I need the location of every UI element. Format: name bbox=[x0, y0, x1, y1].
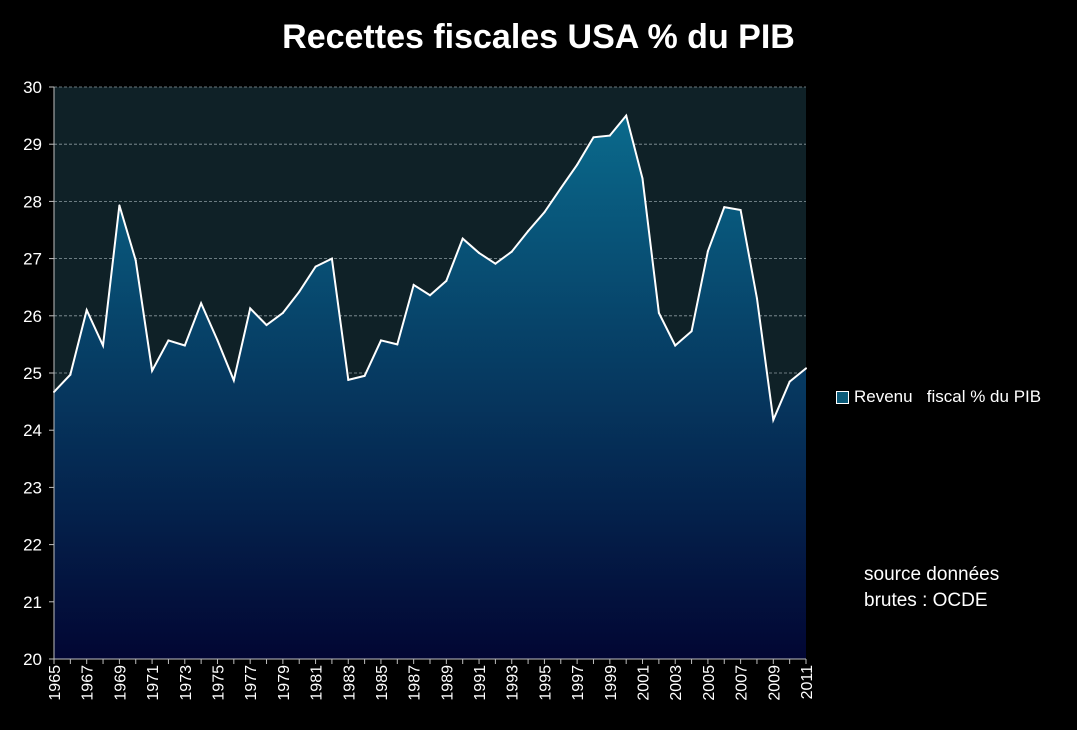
y-tick-label: 28 bbox=[23, 192, 42, 211]
data-point-1983 bbox=[347, 378, 350, 381]
data-point-1969 bbox=[118, 204, 121, 207]
data-point-1997 bbox=[576, 163, 579, 166]
data-point-2006 bbox=[723, 206, 726, 209]
source-note: source données brutes : OCDE bbox=[864, 562, 999, 614]
legend: Revenu fiscal % du PIB bbox=[836, 387, 1041, 407]
x-tick-label: 1975 bbox=[210, 665, 227, 701]
y-tick-label: 30 bbox=[23, 78, 42, 97]
x-axis-ticks: 1965 1967 1969 1971 1973 1975 1977 1979 1981 1983… bbox=[47, 659, 816, 701]
data-point-1980 bbox=[298, 290, 301, 293]
x-tick-label: 1981 bbox=[309, 665, 326, 701]
source-note-line-2: brutes : OCDE bbox=[864, 590, 988, 611]
data-point-2003 bbox=[674, 344, 677, 347]
data-point-1986 bbox=[396, 343, 399, 346]
x-tick-label: 1983 bbox=[341, 665, 358, 701]
data-point-1996 bbox=[559, 187, 562, 190]
data-point-2002 bbox=[657, 311, 660, 314]
data-point-2010 bbox=[788, 380, 791, 383]
legend-swatch bbox=[836, 390, 849, 404]
data-point-2009 bbox=[772, 418, 775, 421]
y-tick-label: 24 bbox=[23, 421, 42, 440]
x-tick-label: 1971 bbox=[145, 665, 162, 701]
data-point-2000 bbox=[625, 114, 628, 117]
y-tick-label: 29 bbox=[23, 135, 42, 154]
x-tick-label: 1967 bbox=[80, 665, 97, 701]
data-point-1993 bbox=[510, 250, 513, 253]
data-point-1978 bbox=[265, 323, 268, 326]
data-point-2007 bbox=[739, 208, 742, 211]
y-tick-label: 27 bbox=[23, 250, 42, 269]
data-point-2011 bbox=[805, 367, 807, 370]
data-point-1972 bbox=[167, 339, 170, 342]
data-point-1987 bbox=[412, 283, 415, 286]
x-tick-label: 2011 bbox=[799, 665, 816, 700]
x-tick-label: 1993 bbox=[505, 665, 522, 701]
data-point-1967 bbox=[85, 309, 88, 312]
y-axis-ticks: 20 21 22 23 24 25 26 27 28 29 30 bbox=[23, 78, 54, 669]
chart-title: Recettes fiscales USA % du PIB bbox=[282, 18, 795, 56]
data-point-1982 bbox=[330, 257, 333, 260]
x-tick-label: 1995 bbox=[537, 665, 554, 701]
x-tick-label: 2001 bbox=[636, 665, 653, 701]
x-tick-label: 1973 bbox=[178, 665, 195, 701]
data-point-1992 bbox=[494, 262, 497, 265]
data-point-1966 bbox=[69, 373, 72, 376]
data-point-1999 bbox=[608, 134, 611, 137]
data-point-1971 bbox=[151, 369, 154, 372]
y-tick-label: 21 bbox=[23, 593, 42, 612]
x-tick-label: 1997 bbox=[570, 665, 587, 701]
data-point-1998 bbox=[592, 136, 595, 139]
x-tick-label: 1985 bbox=[374, 665, 391, 701]
data-point-1988 bbox=[429, 294, 431, 297]
data-point-2004 bbox=[690, 330, 693, 333]
data-point-1965 bbox=[53, 390, 55, 393]
data-point-1981 bbox=[314, 265, 317, 268]
data-point-1995 bbox=[543, 211, 546, 214]
area-series-fill bbox=[54, 115, 806, 660]
data-point-2005 bbox=[706, 250, 709, 253]
data-point-1976 bbox=[232, 379, 235, 382]
x-tick-label: 1989 bbox=[439, 665, 456, 701]
x-tick-label: 2005 bbox=[701, 665, 718, 701]
data-point-1991 bbox=[478, 251, 481, 254]
source-note-line-1: source données bbox=[864, 564, 1000, 585]
x-tick-label: 1979 bbox=[276, 665, 293, 701]
data-point-1973 bbox=[183, 344, 186, 347]
x-tick-label: 2007 bbox=[734, 665, 751, 701]
x-tick-label: 1999 bbox=[603, 665, 620, 701]
x-tick-label: 1991 bbox=[472, 665, 489, 701]
data-point-1985 bbox=[379, 339, 382, 342]
data-point-1979 bbox=[281, 311, 284, 314]
data-point-1968 bbox=[102, 344, 105, 347]
data-point-1994 bbox=[527, 230, 530, 233]
x-tick-label: 1965 bbox=[47, 665, 64, 701]
data-point-1990 bbox=[461, 237, 464, 240]
x-tick-label: 2009 bbox=[766, 665, 783, 701]
data-point-2001 bbox=[641, 177, 644, 180]
data-point-1977 bbox=[249, 307, 252, 310]
y-tick-label: 23 bbox=[23, 478, 42, 497]
data-point-1989 bbox=[445, 279, 448, 282]
data-point-2008 bbox=[755, 297, 758, 300]
y-tick-label: 25 bbox=[23, 364, 42, 383]
data-point-1974 bbox=[200, 302, 203, 305]
y-tick-label: 20 bbox=[23, 650, 42, 669]
x-tick-label: 1987 bbox=[407, 665, 424, 701]
x-tick-label: 2003 bbox=[668, 665, 685, 701]
data-point-1984 bbox=[363, 374, 366, 377]
y-tick-label: 22 bbox=[23, 536, 42, 555]
legend-label: Revenu fiscal % du PIB bbox=[854, 387, 1042, 406]
x-tick-label: 1977 bbox=[243, 665, 260, 701]
data-point-1970 bbox=[134, 259, 137, 262]
data-point-1975 bbox=[216, 339, 219, 342]
x-tick-label: 1969 bbox=[112, 665, 129, 701]
y-tick-label: 26 bbox=[23, 307, 42, 326]
